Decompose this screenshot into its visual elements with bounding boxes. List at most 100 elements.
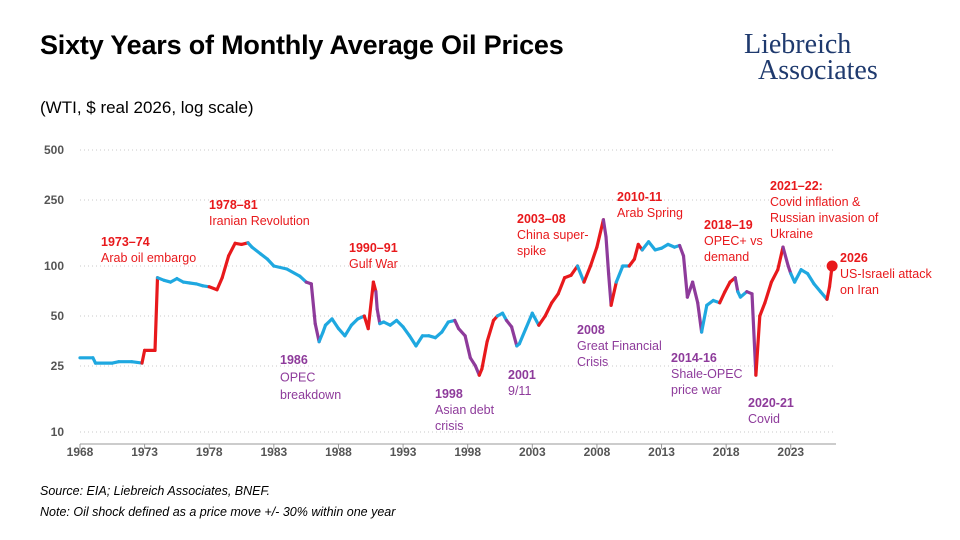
series-segment-up [140,348,147,365]
annotation-text: demand [704,250,749,264]
series-segment-up [769,268,780,284]
series-segment-down [457,327,467,338]
x-axis-ticks: 1968 1973 1978 1983 1988 1993 1998 2003 2008 2013… [67,443,836,459]
series-segment-down [313,322,321,344]
series-segment-up [632,242,640,261]
series-segment-normal [805,272,816,286]
series-segment-normal [440,320,450,334]
annotation-text: Asian debt [435,403,495,417]
annotation-1998: 1998 Asian debt crisis [435,387,495,433]
series-segment-normal [130,360,144,365]
definition-note: Note: Oil shock defined as a price move … [40,505,396,519]
series-segment-normal [646,240,657,252]
annotation-2020-21: 2020-21 Covid [748,396,794,426]
annotation-text: crisis [435,419,463,433]
y-tick-label: 100 [44,259,64,273]
series-segment-up [825,285,832,301]
series-segment-up [480,340,489,371]
series-segment-up [588,245,599,268]
y-tick-label: 10 [51,425,65,439]
series-segment-up [485,318,496,344]
series-segment-normal [343,323,353,338]
annotation-year: 1990–91 [349,241,398,255]
x-tick-label: 1998 [454,445,481,459]
series-segment-up [556,276,567,296]
series-segment-down [601,218,608,239]
annotation-2026: 2026 US-Israeli attack on Iran [840,251,932,297]
annotation-text: OPEC [280,371,315,385]
annotation-text: China super- [517,228,589,242]
series-segment-up [550,292,560,305]
series-segment-up [718,290,727,305]
annotation-2003-08: 2003–08 China super-spike [517,212,589,258]
series-segment-normal [285,267,302,278]
x-tick-label: 2013 [648,445,675,459]
series-segment-up [723,280,732,294]
annotation-text: price war [671,383,722,397]
annotation-text: Gulf War [349,257,398,271]
series-segment-normal [530,311,541,327]
series-segment-up [227,241,237,258]
x-tick-label: 1988 [325,445,352,459]
series-segment-down [374,290,379,311]
chart-subtitle: (WTI, $ real 2026, log scale) [40,98,254,117]
series-segment-normal [407,334,418,348]
series-segment-up [366,280,375,331]
series-segment-down [375,307,382,326]
series-segment-normal [812,282,823,294]
annotation-year: 2026 [840,251,868,265]
annotation-text: breakdown [280,388,341,402]
annotation-year: 2010-11 [617,190,662,204]
series-segment-up [153,276,160,352]
annotation-2021-22: 2021–22: Covid inflation & Russian invasio… [770,179,879,241]
series-segment-up [371,280,378,294]
source-note: Source: EIA; Liebreich Associates, BNEF. [40,484,270,498]
x-tick-label: 2003 [519,445,546,459]
series-segment-up [763,280,774,305]
annotation-1973-74: 1973–74 Arab oil embargo [101,235,196,265]
series-segment-up [220,254,231,280]
annotation-text: Crisis [577,355,608,369]
logo-line-2: Associates [758,55,878,86]
annotation-2018-19: 2018–19 OPEC+ vs demand [704,218,763,264]
series-segment-up [582,264,593,284]
annotation-text: on Iran [840,283,879,297]
series-segment-normal [272,264,289,271]
annotation-year: 1978–81 [209,198,258,212]
x-tick-label: 1973 [131,445,158,459]
annotation-year: 2018–19 [704,218,753,232]
latest-price-marker [826,260,838,272]
logo-line-1: Liebreich [744,29,852,60]
shock-annotations: 1973–74 Arab oil embargo 1978–81 Iranian Re… [101,179,932,433]
series-segment-normal [792,268,803,284]
series-segment-up [543,301,554,318]
series-segment-normal [250,245,263,256]
series-segment-down [604,235,611,276]
annotation-1978-81: 1978–81 Iranian Revolution [209,198,310,228]
annotation-year: 1973–74 [101,235,150,249]
annotation-text: Covid [748,412,780,426]
series-segment-normal [414,334,425,348]
series-segment-up [595,218,606,249]
chart-title: Sixty Years of Monthly Average Oil Price… [40,30,564,60]
brand-logo: Liebreich Associates [744,29,878,86]
series-segment-down [781,245,790,268]
x-tick-label: 1968 [67,445,94,459]
series-segment-normal [330,317,341,331]
price-series [78,218,838,377]
annotation-text: Arab Spring [617,206,683,220]
series-segment-down [510,325,519,348]
series-segment-normal [317,330,325,344]
annotation-text: Iranian Revolution [209,214,310,228]
annotation-text: Arab oil embargo [101,251,196,265]
annotation-text: OPEC+ vs [704,234,763,248]
series-segment-down [677,243,686,258]
annotation-text: US-Israeli attack [840,267,932,281]
series-segment-normal [401,325,412,338]
x-tick-label: 1993 [390,445,417,459]
annotation-text: Great Financial [577,339,662,353]
y-tick-label: 25 [51,359,65,373]
series-segment-normal [524,311,534,331]
annotation-2014-16: 2014-16 Shale-OPEC price war [671,351,743,397]
annotation-2001: 2001 9/11 [508,368,536,398]
